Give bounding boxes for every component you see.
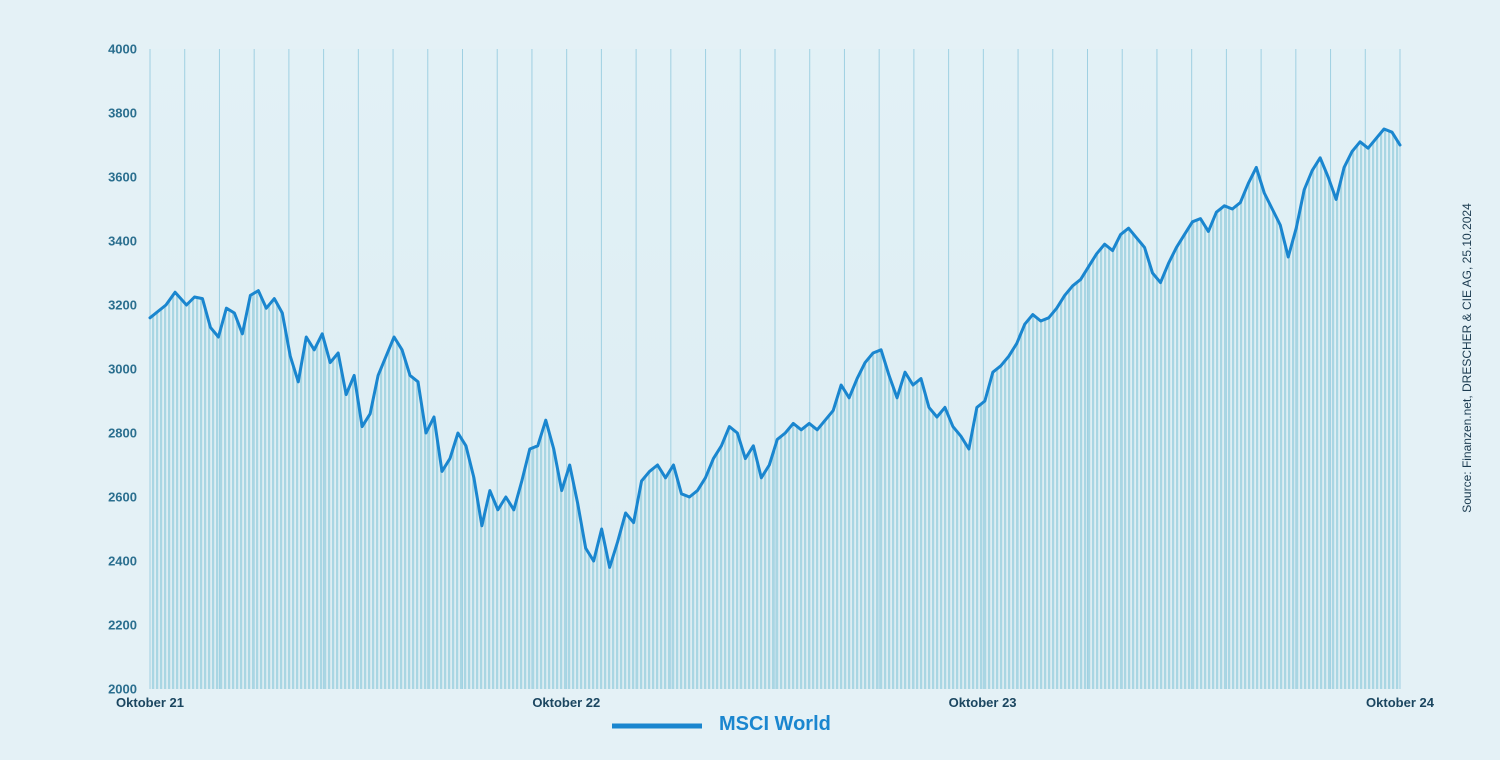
x-axis-ticks: Oktober 21 Oktober 22 Oktober 23 Oktober 24 (116, 695, 1435, 710)
y-tick-label: 3000 (108, 362, 137, 377)
series-line-msci-world (148, 127, 1402, 569)
y-tick-label: 3800 (108, 106, 137, 121)
y-tick-label: 3600 (108, 170, 137, 185)
y-tick-label: 3200 (108, 298, 137, 313)
source-note: Source: Finanzen.net, DRESCHER & CIE AG,… (1460, 203, 1474, 513)
y-tick-label: 2200 (108, 618, 137, 633)
legend-label-msci-world: MSCI World (719, 713, 831, 735)
legend: MSCI World (612, 713, 831, 735)
y-axis-ticks: 2000 2200 2400 2600 2800 3000 3200 3400 3600 3800… (108, 42, 137, 697)
y-tick-label: 3400 (108, 234, 137, 249)
y-tick-label: 4000 (108, 42, 137, 57)
y-tick-label: 2000 (108, 682, 137, 697)
x-tick-label: Oktober 21 (116, 695, 184, 710)
x-tick-label: Oktober 24 (1366, 695, 1435, 710)
y-tick-label: 2400 (108, 554, 137, 569)
x-tick-label: Oktober 22 (532, 695, 600, 710)
y-tick-label: 2600 (108, 490, 137, 505)
y-tick-label: 2800 (108, 426, 137, 441)
x-tick-label: Oktober 23 (949, 695, 1017, 710)
